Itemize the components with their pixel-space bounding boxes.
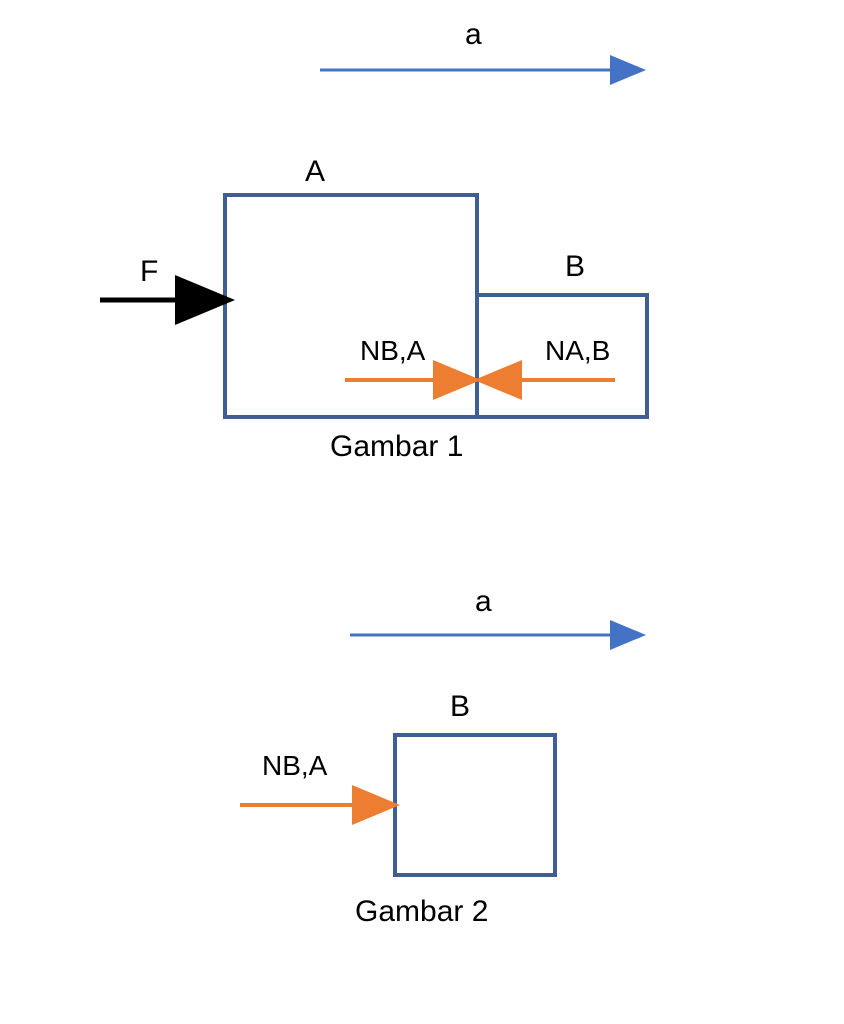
fig2-nba-label: NB,A bbox=[262, 750, 327, 782]
fig1-nba-label: NB,A bbox=[360, 335, 425, 367]
fig1-boxB-label: B bbox=[565, 250, 585, 284]
fig1-accel-arrow bbox=[0, 0, 844, 1024]
fig1-accel-label: a bbox=[465, 18, 482, 52]
fig1-nab-label: NA,B bbox=[545, 335, 610, 367]
fig1-force-label: F bbox=[140, 255, 158, 289]
fig2-box-b bbox=[395, 735, 555, 875]
diagram-stage: a A B F NB,A NA,B Gambar 1 a B NB,A Gamb… bbox=[0, 0, 844, 1024]
fig1-box-a bbox=[225, 195, 477, 417]
fig1-caption: Gambar 1 bbox=[330, 430, 463, 464]
fig2-accel-label: a bbox=[475, 585, 492, 619]
fig1-boxA-label: A bbox=[305, 155, 325, 189]
fig2-caption: Gambar 2 bbox=[355, 895, 488, 929]
fig2-boxB-label: B bbox=[450, 690, 470, 724]
